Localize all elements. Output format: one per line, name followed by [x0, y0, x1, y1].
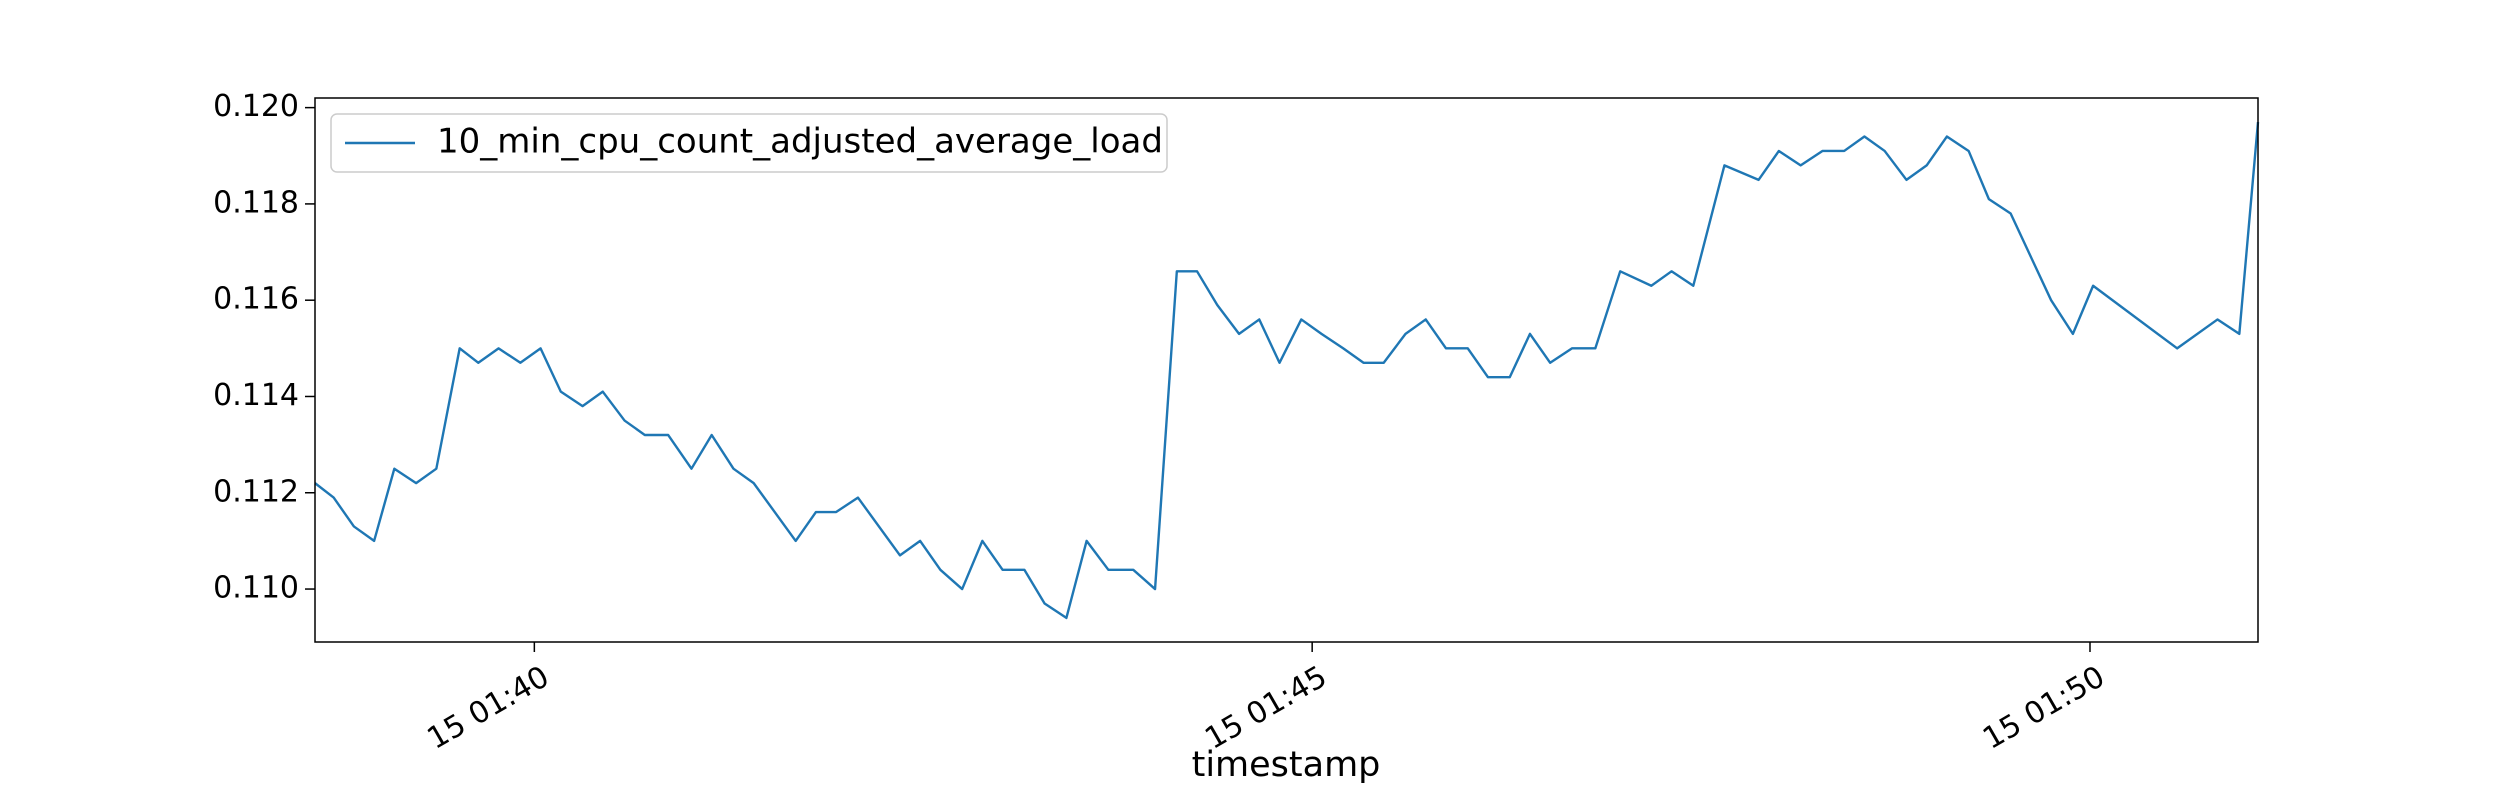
data-line	[314, 121, 2260, 620]
y-tick-label: 0.116	[213, 282, 299, 317]
y-tick-label: 0.112	[213, 474, 299, 509]
legend-box	[330, 113, 1168, 173]
plot-frame	[314, 97, 2259, 643]
y-tick-label: 0.114	[213, 378, 299, 413]
legend-label: 10_min_cpu_count_adjusted_average_load	[437, 122, 1163, 162]
y-tick-label: 0.110	[213, 571, 299, 606]
x-axis-label: timestamp	[1192, 745, 1381, 785]
y-tick-label: 0.120	[213, 89, 299, 124]
y-tick-label: 0.118	[213, 185, 299, 220]
